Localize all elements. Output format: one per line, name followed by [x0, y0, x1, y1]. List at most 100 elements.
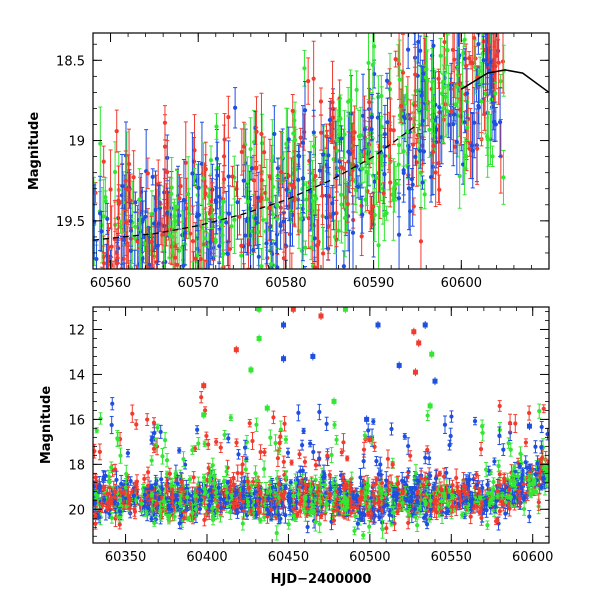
data-point: [370, 214, 375, 220]
x-tick-label: 60560: [90, 276, 131, 291]
data-point: [393, 181, 399, 186]
data-point: [327, 117, 333, 123]
data-point: [259, 177, 264, 183]
data-point: [112, 169, 118, 175]
data-point: [316, 239, 321, 244]
data-point: [239, 253, 244, 258]
data-point: [485, 137, 490, 142]
data-point: [424, 67, 429, 72]
data-point: [330, 106, 336, 112]
data-point: [165, 170, 170, 175]
data-point: [183, 160, 188, 165]
data-point: [490, 154, 495, 159]
data-point: [365, 189, 370, 194]
data-point: [274, 316, 278, 320]
data-point: [409, 177, 415, 182]
data-point: [440, 106, 446, 111]
data-point: [301, 182, 306, 187]
data-point: [430, 79, 435, 84]
data-point: [267, 205, 272, 210]
data-point: [304, 197, 309, 202]
data-point: [484, 33, 489, 36]
data-point: [114, 129, 119, 134]
data-point: [165, 210, 170, 215]
data-point: [444, 470, 449, 475]
data-point: [364, 169, 369, 175]
data-point: [308, 189, 313, 194]
data-point: [467, 56, 472, 61]
data-point: [109, 244, 114, 249]
data-point: [497, 120, 503, 125]
top-panel-ticks: [92, 33, 550, 269]
data-point: [251, 178, 257, 183]
data-point: [204, 217, 209, 222]
data-point: [418, 239, 424, 244]
data-point: [248, 146, 253, 152]
x-tick-label: 60580: [265, 276, 306, 291]
data-point: [458, 107, 463, 112]
data-point: [174, 204, 180, 210]
data-point: [452, 144, 458, 149]
data-point: [360, 212, 365, 217]
data-point: [420, 180, 425, 185]
data-point: [267, 174, 273, 180]
data-point: [208, 157, 214, 163]
data-point: [133, 290, 137, 294]
data-point: [367, 524, 372, 529]
data-point: [346, 99, 351, 104]
data-point: [303, 302, 307, 306]
data-point: [254, 129, 259, 134]
data-point: [155, 295, 159, 299]
data-point: [486, 22, 490, 26]
data-point: [234, 186, 239, 192]
data-point: [396, 61, 402, 67]
data-point: [396, 162, 401, 167]
data-point: [411, 204, 416, 209]
data-point: [140, 217, 146, 222]
data-point: [101, 159, 106, 164]
data-point: [226, 174, 231, 179]
data-point: [324, 215, 329, 220]
data-point: [221, 279, 225, 283]
data-point: [406, 47, 411, 52]
data-point: [371, 204, 376, 209]
data-point: [472, 120, 477, 125]
data-point: [288, 480, 293, 485]
data-point: [430, 118, 435, 124]
data-point: [109, 262, 114, 268]
data-point: [221, 154, 227, 159]
data-point: [298, 135, 303, 140]
data-point: [326, 194, 331, 199]
data-point: [259, 264, 264, 269]
data-point: [305, 524, 310, 530]
data-point: [401, 168, 406, 173]
data-point: [319, 130, 324, 135]
data-point: [469, 143, 475, 148]
data-point: [464, 91, 470, 96]
data-point: [217, 215, 222, 220]
data-point: [436, 76, 441, 81]
data-point: [366, 60, 371, 66]
data-point: [177, 196, 182, 201]
data-point: [354, 87, 359, 93]
x-tick-label: 60590: [353, 276, 394, 291]
data-point: [330, 201, 335, 206]
data-point: [106, 245, 111, 250]
data-point: [260, 217, 266, 223]
data-point: [309, 312, 313, 316]
data-point: [359, 234, 364, 239]
data-point: [450, 47, 456, 53]
data-point: [169, 191, 174, 197]
data-point: [462, 37, 467, 42]
data-point: [296, 177, 301, 182]
bottom-panel: 60350 60400 60450 60500 60550 606001214161820…: [39, 306, 553, 587]
data-point: [359, 203, 364, 208]
data-point: [330, 100, 335, 105]
data-point: [311, 130, 316, 135]
data-point: [201, 176, 206, 181]
data-point: [405, 143, 411, 148]
data-point: [418, 48, 423, 53]
data-point: [431, 101, 436, 106]
y-tick-label: 18.5: [56, 54, 85, 69]
data-point: [270, 184, 276, 189]
